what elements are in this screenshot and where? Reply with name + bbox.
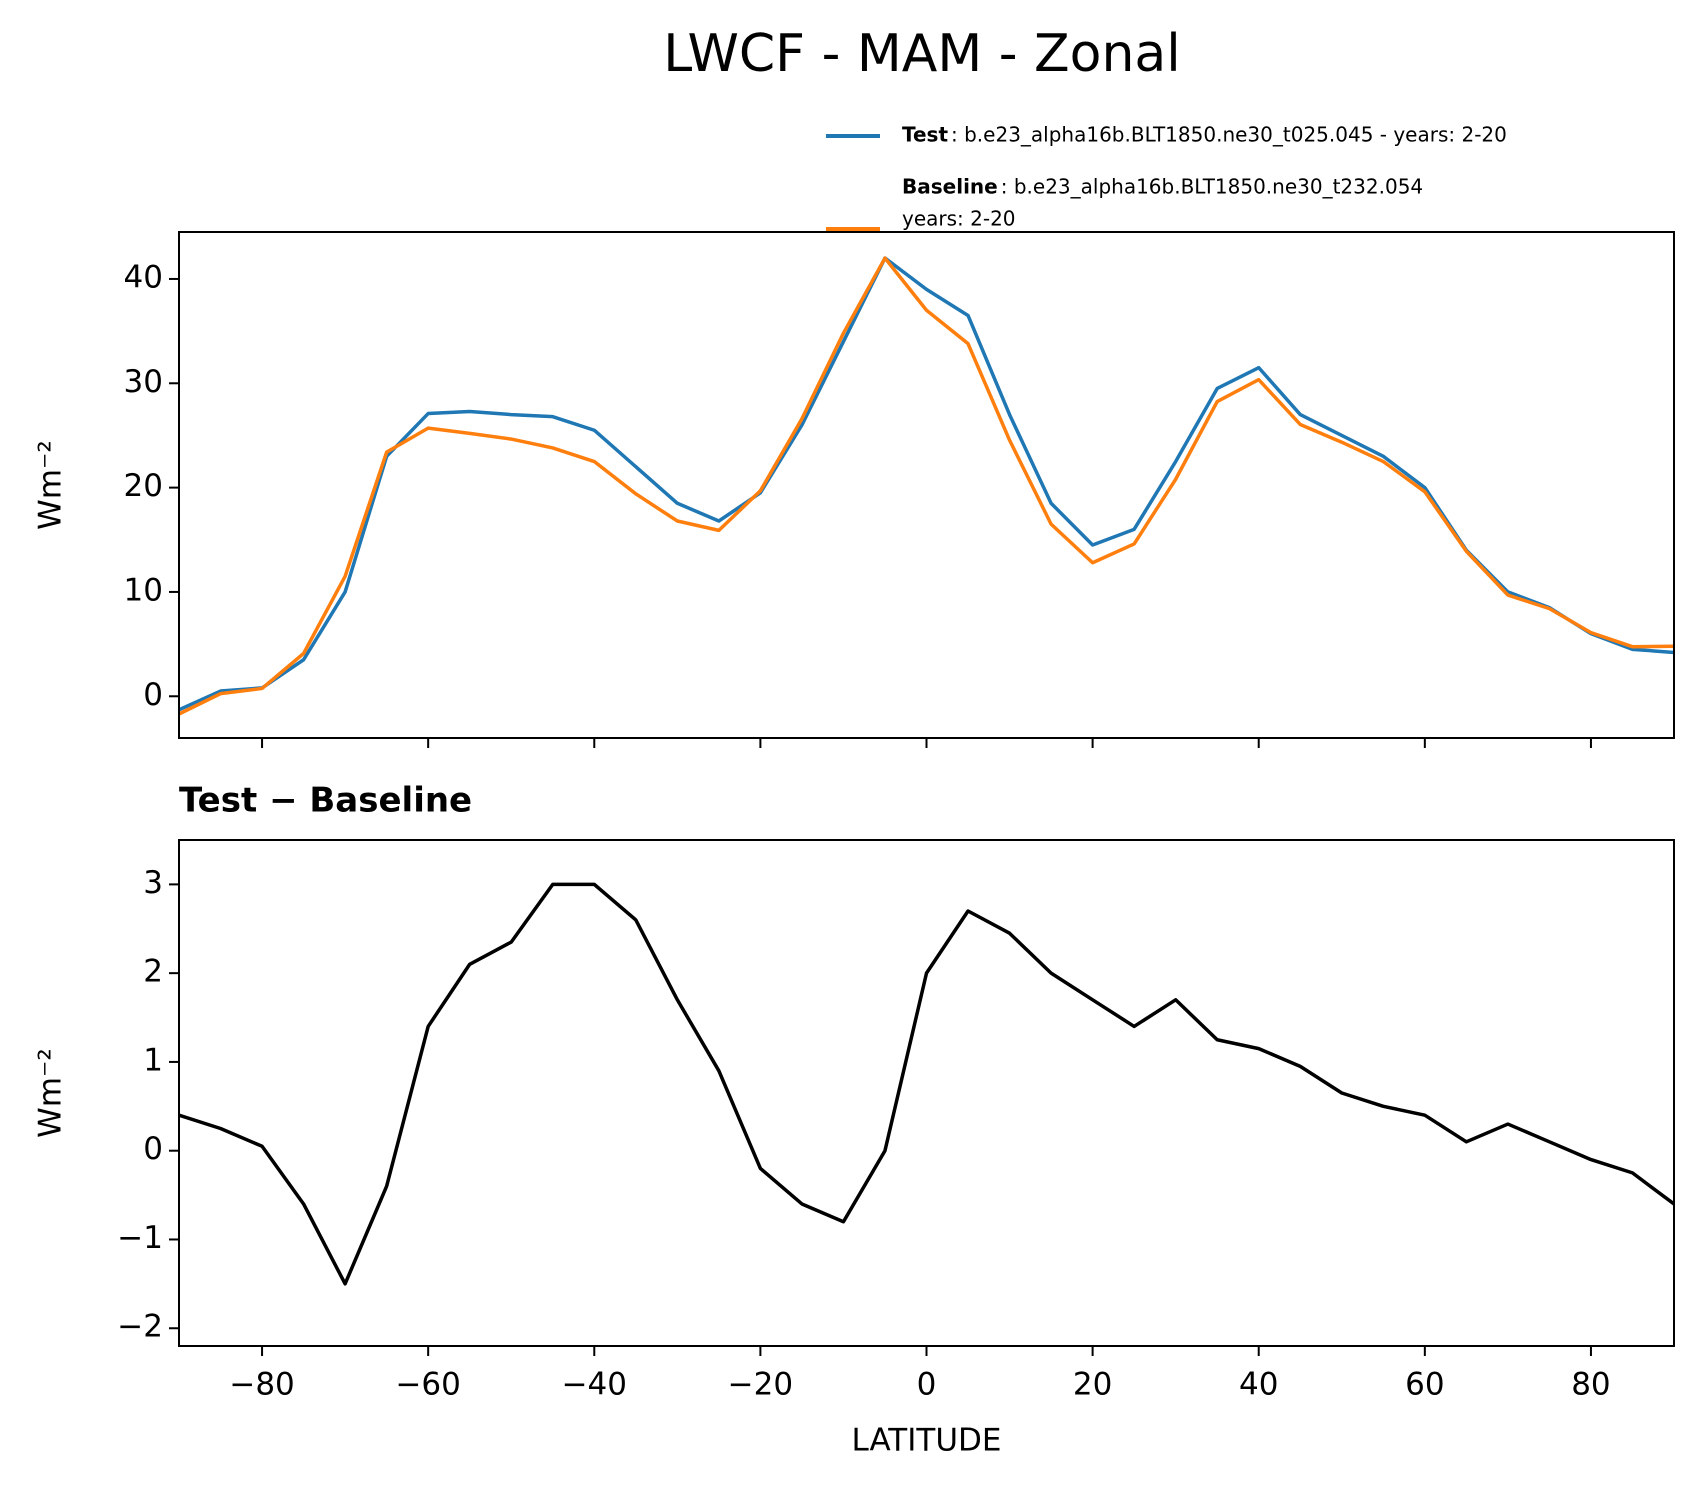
x-tick-label: −20 (728, 1367, 793, 1403)
plot-frame (178, 839, 1675, 1347)
y-tick-label: 40 (124, 259, 163, 295)
data-line (179, 256, 1674, 716)
y-tick-label: 20 (124, 468, 163, 504)
x-tick-label: 0 (917, 1367, 937, 1403)
y-axis-label: Wm⁻² (33, 1048, 69, 1138)
y-tick-label: 2 (143, 954, 163, 990)
x-tick-label: 20 (1073, 1367, 1112, 1403)
y-axis-label: Wm⁻² (33, 440, 69, 530)
y-tick-label: 10 (124, 572, 163, 608)
y-tick-label: 0 (143, 677, 163, 713)
x-tick-label: −40 (562, 1367, 627, 1403)
legend-name: Baseline (902, 175, 998, 199)
y-tick-label: 3 (143, 865, 163, 901)
x-tick-label: −80 (229, 1367, 294, 1403)
y-tick-label: 0 (143, 1131, 163, 1167)
subplot-title: Test − Baseline (179, 781, 472, 821)
y-tick-label: −1 (117, 1220, 163, 1256)
y-tick-label: 30 (124, 364, 163, 400)
y-tick-label: −2 (117, 1309, 163, 1345)
figure-title: LWCF - MAM - Zonal (663, 24, 1181, 84)
x-tick-label: 80 (1571, 1367, 1610, 1403)
data-line (179, 882, 1674, 1286)
legend-text: : b.e23_alpha16b.BLT1850.ne30_t232.054 (1001, 175, 1423, 199)
x-tick-label: 40 (1239, 1367, 1278, 1403)
data-line (179, 256, 1674, 712)
y-tick-label: 1 (143, 1042, 163, 1078)
legend-name: Test (902, 123, 948, 147)
x-axis-label: LATITUDE (852, 1423, 1002, 1459)
legend-text: years: 2-20 (902, 207, 1016, 231)
legend-text: : b.e23_alpha16b.BLT1850.ne30_t025.045 -… (951, 123, 1507, 147)
x-tick-label: −60 (395, 1367, 460, 1403)
x-tick-label: 60 (1405, 1367, 1444, 1403)
